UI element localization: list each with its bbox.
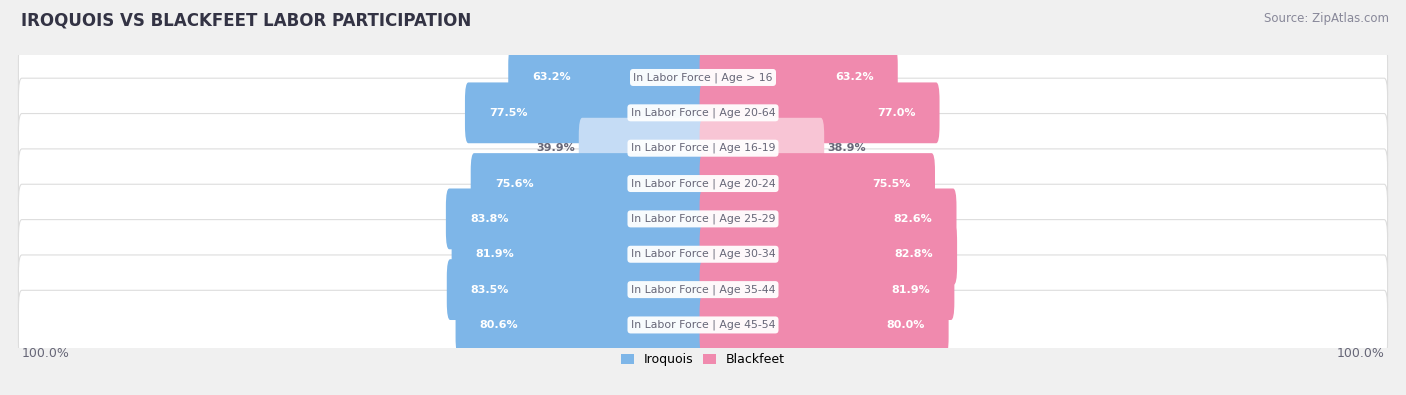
FancyBboxPatch shape	[18, 255, 1388, 324]
Text: 81.9%: 81.9%	[891, 285, 931, 295]
FancyBboxPatch shape	[18, 43, 1388, 112]
Text: In Labor Force | Age 20-64: In Labor Force | Age 20-64	[631, 107, 775, 118]
FancyBboxPatch shape	[456, 295, 706, 356]
Text: 77.5%: 77.5%	[489, 108, 527, 118]
Text: 80.0%: 80.0%	[886, 320, 925, 330]
FancyBboxPatch shape	[700, 188, 956, 249]
FancyBboxPatch shape	[700, 118, 824, 179]
FancyBboxPatch shape	[508, 47, 706, 108]
Text: In Labor Force | Age > 16: In Labor Force | Age > 16	[633, 72, 773, 83]
Text: 82.8%: 82.8%	[894, 249, 934, 259]
Text: In Labor Force | Age 20-24: In Labor Force | Age 20-24	[631, 178, 775, 189]
FancyBboxPatch shape	[700, 224, 957, 285]
FancyBboxPatch shape	[471, 153, 706, 214]
FancyBboxPatch shape	[446, 188, 706, 249]
Text: Source: ZipAtlas.com: Source: ZipAtlas.com	[1264, 12, 1389, 25]
Text: 63.2%: 63.2%	[835, 72, 873, 83]
FancyBboxPatch shape	[451, 224, 706, 285]
Text: 81.9%: 81.9%	[475, 249, 515, 259]
FancyBboxPatch shape	[18, 113, 1388, 183]
Text: 83.8%: 83.8%	[470, 214, 509, 224]
Text: 39.9%: 39.9%	[537, 143, 575, 153]
FancyBboxPatch shape	[700, 259, 955, 320]
Text: 100.0%: 100.0%	[1336, 347, 1384, 360]
FancyBboxPatch shape	[700, 83, 939, 143]
Text: 83.5%: 83.5%	[471, 285, 509, 295]
Text: 82.6%: 82.6%	[894, 214, 932, 224]
Text: In Labor Force | Age 45-54: In Labor Force | Age 45-54	[631, 320, 775, 330]
FancyBboxPatch shape	[465, 83, 706, 143]
FancyBboxPatch shape	[18, 220, 1388, 289]
FancyBboxPatch shape	[18, 78, 1388, 147]
Text: In Labor Force | Age 35-44: In Labor Force | Age 35-44	[631, 284, 775, 295]
FancyBboxPatch shape	[579, 118, 706, 179]
Text: In Labor Force | Age 16-19: In Labor Force | Age 16-19	[631, 143, 775, 153]
Text: In Labor Force | Age 30-34: In Labor Force | Age 30-34	[631, 249, 775, 260]
Legend: Iroquois, Blackfeet: Iroquois, Blackfeet	[616, 348, 790, 371]
Text: 100.0%: 100.0%	[22, 347, 70, 360]
Text: IROQUOIS VS BLACKFEET LABOR PARTICIPATION: IROQUOIS VS BLACKFEET LABOR PARTICIPATIO…	[21, 12, 471, 30]
Text: 77.0%: 77.0%	[877, 108, 915, 118]
Text: 75.6%: 75.6%	[495, 179, 533, 188]
FancyBboxPatch shape	[700, 153, 935, 214]
Text: 63.2%: 63.2%	[533, 72, 571, 83]
FancyBboxPatch shape	[700, 295, 949, 356]
FancyBboxPatch shape	[18, 184, 1388, 254]
FancyBboxPatch shape	[18, 290, 1388, 359]
Text: In Labor Force | Age 25-29: In Labor Force | Age 25-29	[631, 214, 775, 224]
Text: 80.6%: 80.6%	[479, 320, 519, 330]
Text: 38.9%: 38.9%	[828, 143, 866, 153]
FancyBboxPatch shape	[18, 149, 1388, 218]
Text: 75.5%: 75.5%	[873, 179, 911, 188]
FancyBboxPatch shape	[447, 259, 706, 320]
FancyBboxPatch shape	[700, 47, 898, 108]
